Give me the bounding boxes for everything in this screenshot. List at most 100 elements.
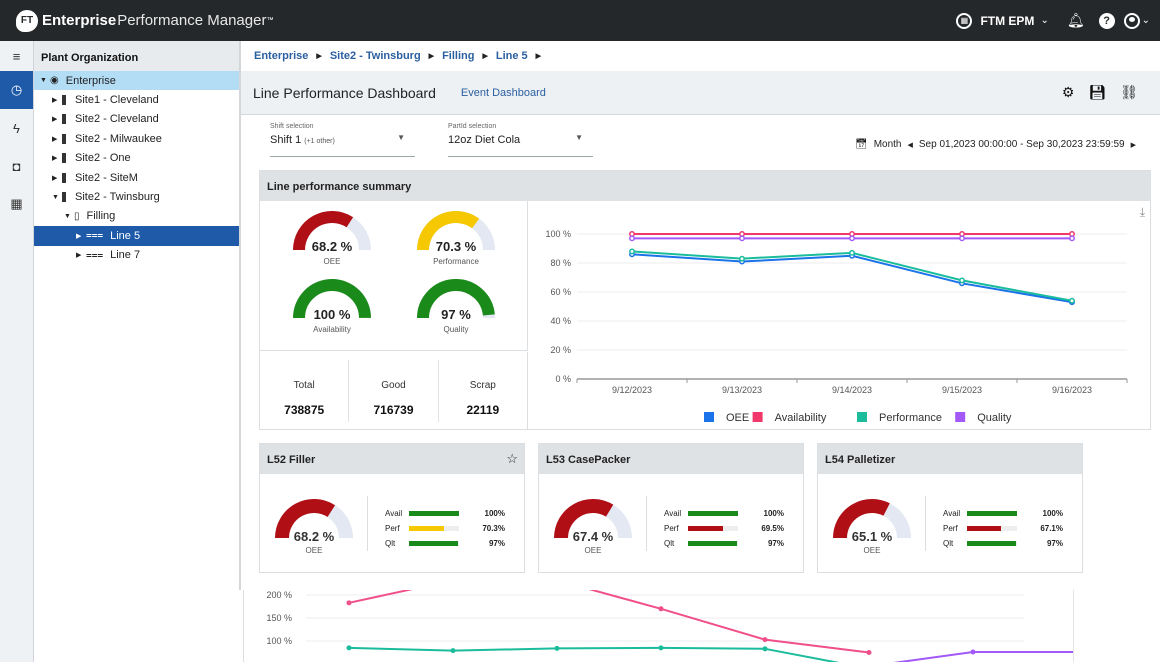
breadcrumb-item[interactable]: Filling xyxy=(442,50,475,62)
shapes-icon[interactable]: ◘ xyxy=(12,158,21,174)
partid-select[interactable]: PartId selection 12oz Diet Cola ▼ xyxy=(448,123,593,157)
dashboard-header: Line Performance Dashboard Event Dashboa… xyxy=(241,71,1160,115)
caret-down-icon[interactable]: ▼ xyxy=(40,77,47,85)
metric-bar-track xyxy=(409,526,459,531)
kpi-gauges: 68.2 % OEE 70.3 % Performance 100 % Availabil… xyxy=(260,201,528,351)
metric-value: 100% xyxy=(1042,509,1063,518)
gauge-value-arc xyxy=(293,211,354,251)
y-tick-label: 40 % xyxy=(550,316,571,326)
metric-label: Qlt xyxy=(664,539,675,548)
gauge-value: 68.2 % xyxy=(311,239,353,254)
star-icon[interactable]: ☆ xyxy=(506,451,518,466)
metric-bar-fill xyxy=(409,511,459,516)
machine-oee-value: 68.2 % xyxy=(293,529,335,544)
shift-select[interactable]: Shift selection Shift 1 (+1 other) ▼ xyxy=(270,123,415,157)
metric-bar-fill xyxy=(688,511,738,516)
chevron-down-icon[interactable]: ⌄ xyxy=(1040,15,1049,26)
machine-card-l53-casepacker[interactable]: L53 CasePacker 67.4 % OEE Avail 100% Perf 69.5… xyxy=(538,443,804,573)
machine-oee-value: 65.1 % xyxy=(851,529,893,544)
tenant-selector[interactable]: FTM EPM xyxy=(980,13,1035,28)
gauge-availability: 100 % Availability xyxy=(282,279,382,349)
gauge-performance: 70.3 % Performance xyxy=(406,211,506,281)
legend-label-quality: Quality xyxy=(977,412,1012,424)
tree-node-site2-twinsburg[interactable]: ▼ Site2 - Twinsburg xyxy=(34,187,239,206)
tree-node-line-7[interactable]: ▶ ⩶ Line 7 xyxy=(34,246,239,265)
legend-label-oee: OEE xyxy=(726,412,749,424)
caret-right-icon[interactable]: ▶ xyxy=(52,174,58,182)
user-icon[interactable] xyxy=(1123,12,1140,29)
tree-node-enterprise[interactable]: ▼ ◉ Enterprise xyxy=(34,71,239,91)
app-logo[interactable]: FT Enterprise Performance Manager ™ xyxy=(16,9,273,32)
metric-bar-fill xyxy=(967,511,1017,516)
dropdown-arrow-icon[interactable]: ▼ xyxy=(575,133,583,142)
tree-node-line-5[interactable]: ▶ ⩶ Line 5 xyxy=(34,226,239,246)
machine-name: L52 Filler xyxy=(267,454,316,466)
machine-card-l54-palletizer[interactable]: L54 Palletizer 65.1 % OEE Avail 100% Perf 67.1… xyxy=(817,443,1083,573)
caret-right-icon[interactable]: ▶ xyxy=(52,116,58,124)
machine-metrics: Avail 100% Perf 70.3% Qlt 97% xyxy=(385,506,505,551)
download-icon[interactable]: ⤓ xyxy=(1139,205,1145,219)
shift-select-extra: (+1 other) xyxy=(304,138,335,145)
gauge-value: 100 % xyxy=(313,307,351,322)
period-selector[interactable]: Month xyxy=(873,139,902,150)
prev-period-icon[interactable]: ◀ xyxy=(907,141,913,149)
tree-node-site2-sitem[interactable]: ▶ Site2 - SiteM xyxy=(34,168,239,187)
save-icon[interactable]: 💾︎ xyxy=(1088,84,1107,100)
legend-swatch-quality xyxy=(955,412,966,422)
metric-bar-fill xyxy=(967,541,1016,546)
next-period-icon[interactable]: ▶ xyxy=(1130,141,1136,149)
kpi-trend-chart: ⤓ 0 % 20 % 40 % 60 % 80 % 100 % 9/12/2023 9/13/… xyxy=(529,201,1151,430)
chevron-down-icon[interactable]: ⌄ xyxy=(1141,15,1150,26)
count-value: 738875 xyxy=(284,403,325,417)
caret-right-icon[interactable]: ▶ xyxy=(76,252,82,260)
brand-product: Performance Manager xyxy=(117,12,267,29)
calendar-icon[interactable]: 📅︎ xyxy=(854,139,868,150)
metric-row-avail: Avail 100% xyxy=(943,506,1063,521)
metric-label: Avail xyxy=(943,509,961,518)
dashboard-icon[interactable]: ◷ xyxy=(0,71,33,109)
caret-right-icon[interactable]: ▶ xyxy=(52,155,58,163)
legend-swatch-oee xyxy=(704,412,714,422)
data-point-performance xyxy=(959,277,965,284)
metric-bar-track xyxy=(967,511,1017,516)
tree-node-filling[interactable]: ▼ ▯ Filling xyxy=(34,207,239,226)
breadcrumb-item[interactable]: Enterprise xyxy=(254,50,309,62)
dropdown-arrow-icon[interactable]: ▼ xyxy=(397,133,405,142)
tenant-icon[interactable]: ▦ xyxy=(956,12,973,29)
enterprise-icon: ◉ xyxy=(50,75,59,87)
tree-node-label: Site2 - Cleveland xyxy=(75,113,159,126)
machine-name: L54 Palletizer xyxy=(825,454,896,466)
lightning-icon[interactable]: ϟ xyxy=(13,120,20,136)
event-dashboard-link[interactable]: Event Dashboard xyxy=(460,86,546,99)
gauge-quality: 97 % Quality xyxy=(406,279,506,349)
plant-organization-tree: Plant Organization ▼ ◉ Enterprise ▶ Site1 - … xyxy=(34,41,241,590)
metric-value: 100% xyxy=(763,509,784,518)
settings-icon[interactable]: ⚙ xyxy=(1061,84,1075,100)
caret-right-icon[interactable]: ▶ xyxy=(52,97,58,105)
tree-node-site2-cleveland[interactable]: ▶ Site2 - Cleveland xyxy=(34,110,239,129)
machine-metrics: Avail 100% Perf 69.5% Qlt 97% xyxy=(664,506,784,551)
tree-node-site2-milwaukee[interactable]: ▶ Site2 - Milwaukee xyxy=(34,129,239,148)
tree-node-site2-one[interactable]: ▶ Site2 - One xyxy=(34,149,239,168)
metric-row-avail: Avail 100% xyxy=(385,506,505,521)
machine-metrics: Avail 100% Perf 67.1% Qlt 97% xyxy=(943,506,1063,551)
tree-node-site1-cleveland[interactable]: ▶ Site1 - Cleveland xyxy=(34,90,239,109)
metric-value: 70.3% xyxy=(482,524,505,533)
data-point-pink xyxy=(658,606,664,612)
caret-down-icon[interactable]: ▼ xyxy=(64,212,71,220)
breadcrumb-item[interactable]: Line 5 xyxy=(495,50,528,62)
metric-bar-fill xyxy=(688,526,723,531)
breadcrumb-item[interactable]: Site2 - Twinsburg xyxy=(329,50,421,62)
caret-down-icon[interactable]: ▼ xyxy=(52,193,59,201)
menu-icon[interactable]: ≡ xyxy=(12,48,21,64)
machine-card-l52-filler[interactable]: L52 Filler ☆ 68.2 % OEE Avail 100% Perf 70.3% Ql… xyxy=(259,443,525,573)
link-icon[interactable]: ⛓ xyxy=(1120,84,1138,100)
metric-bar-fill xyxy=(409,541,458,546)
bell-icon[interactable]: 🔔︎ xyxy=(1066,12,1085,28)
help-icon[interactable]: ? xyxy=(1098,12,1115,29)
y-tick-label: 100 % xyxy=(545,229,571,239)
layout-icon[interactable]: ▦ xyxy=(10,196,23,211)
metric-row-qlt: Qlt 97% xyxy=(664,536,784,551)
caret-right-icon[interactable]: ▶ xyxy=(76,232,82,240)
caret-right-icon[interactable]: ▶ xyxy=(52,135,58,143)
